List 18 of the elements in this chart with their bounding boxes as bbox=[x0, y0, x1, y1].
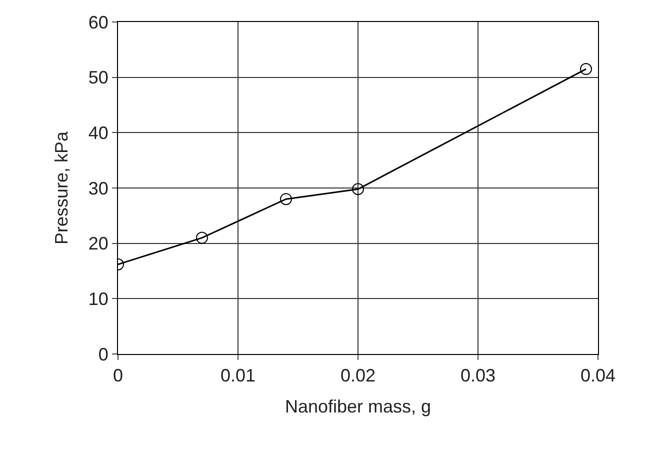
x-tick-label: 0.04 bbox=[580, 366, 616, 386]
x-tick-label: 0.02 bbox=[340, 366, 376, 386]
point bbox=[196, 232, 208, 244]
point bbox=[280, 193, 292, 206]
x-tick-label: 0.01 bbox=[220, 366, 256, 386]
y-tick-label: 0 bbox=[98, 344, 108, 364]
point bbox=[352, 183, 364, 196]
x-tick-label: 0.03 bbox=[460, 366, 496, 386]
y-tick-label: 10 bbox=[88, 288, 108, 309]
y-tick-label: 20 bbox=[88, 234, 108, 254]
point bbox=[580, 63, 592, 76]
y-tick-label: 40 bbox=[88, 122, 108, 143]
y-tick-label: 30 bbox=[88, 178, 108, 198]
y-tick-label: 50 bbox=[88, 68, 108, 88]
y-tick-label: 60 bbox=[88, 12, 108, 32]
x-axis-title: Nanofiber mass, g bbox=[284, 396, 432, 417]
y-axis-title: Pressure, kPa bbox=[52, 130, 72, 245]
x-tick-label: 0 bbox=[112, 366, 124, 386]
